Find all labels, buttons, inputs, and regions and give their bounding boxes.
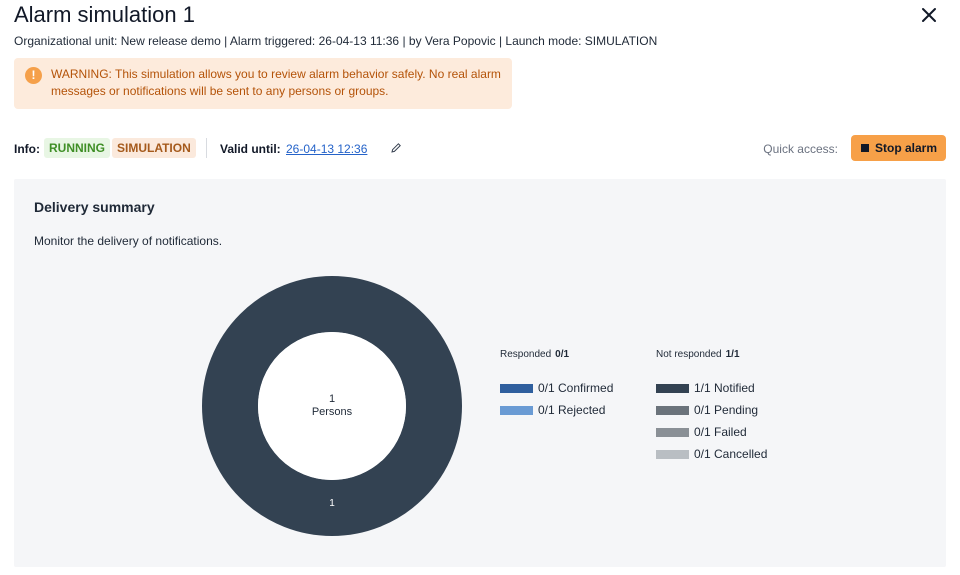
legend-item-failed: 0/1 Failed [656,424,767,446]
quick-access-label: Quick access: [763,142,838,156]
stop-alarm-label: Stop alarm [875,141,938,155]
warning-icon: ! [25,67,42,84]
donut-center-label: Persons [312,406,353,418]
legend-not-responded: Not responded 1/1 1/1 Notified 0/1 Pendin… [656,349,767,468]
legend-swatch [656,450,689,459]
info-label: Info: [14,142,40,156]
legend-item-rejected: 0/1 Rejected [500,402,613,424]
close-icon[interactable] [918,4,940,26]
legend-swatch [656,428,689,437]
legend-swatch [500,384,533,393]
delivery-summary-panel: Delivery summary Monitor the delivery of… [14,179,946,567]
warning-banner: ! WARNING: This simulation allows you to… [14,58,512,109]
donut-center-count: 1 [329,393,335,405]
pencil-icon[interactable] [390,142,402,154]
divider [206,138,207,158]
valid-until-link[interactable]: 26-04-13 12:36 [286,142,368,156]
legend-item-pending: 0/1 Pending [656,402,767,424]
legend-item-notified: 1/1 Notified [656,380,767,402]
legend-item-confirmed: 0/1 Confirmed [500,380,613,402]
legend-responded-heading: Responded 0/1 [500,349,570,360]
warning-text-line1: WARNING: This simulation allows you to r… [51,67,501,81]
stop-alarm-button[interactable]: Stop alarm [851,135,946,161]
stop-icon [861,144,869,152]
legend-swatch [500,406,533,415]
legend-swatch [656,384,689,393]
donut-segment-notified [202,276,462,536]
legend-item-cancelled: 0/1 Cancelled [656,446,767,468]
page-title: Alarm simulation 1 [14,2,195,27]
info-bar: Info: RUNNING SIMULATION Valid until: 26… [14,135,946,161]
valid-until-label: Valid until: [220,142,281,156]
status-badge-simulation: SIMULATION [112,138,196,158]
delivery-summary-subtitle: Monitor the delivery of notifications. [34,234,223,248]
legend-responded: Responded 0/1 0/1 Confirmed 0/1 Rejected [500,349,613,424]
warning-text-line2: messages or notifications will be sent t… [51,84,389,98]
legend-not-responded-heading: Not responded 1/1 [656,349,740,360]
delivery-donut-chart: 1 Persons 1 [202,276,462,536]
donut-center [258,332,406,480]
alarm-meta: Organizational unit: New release demo | … [14,34,658,48]
legend-swatch [656,406,689,415]
status-badge-running: RUNNING [44,138,110,158]
delivery-summary-title: Delivery summary [34,199,155,215]
donut-segment-label: 1 [329,498,335,509]
